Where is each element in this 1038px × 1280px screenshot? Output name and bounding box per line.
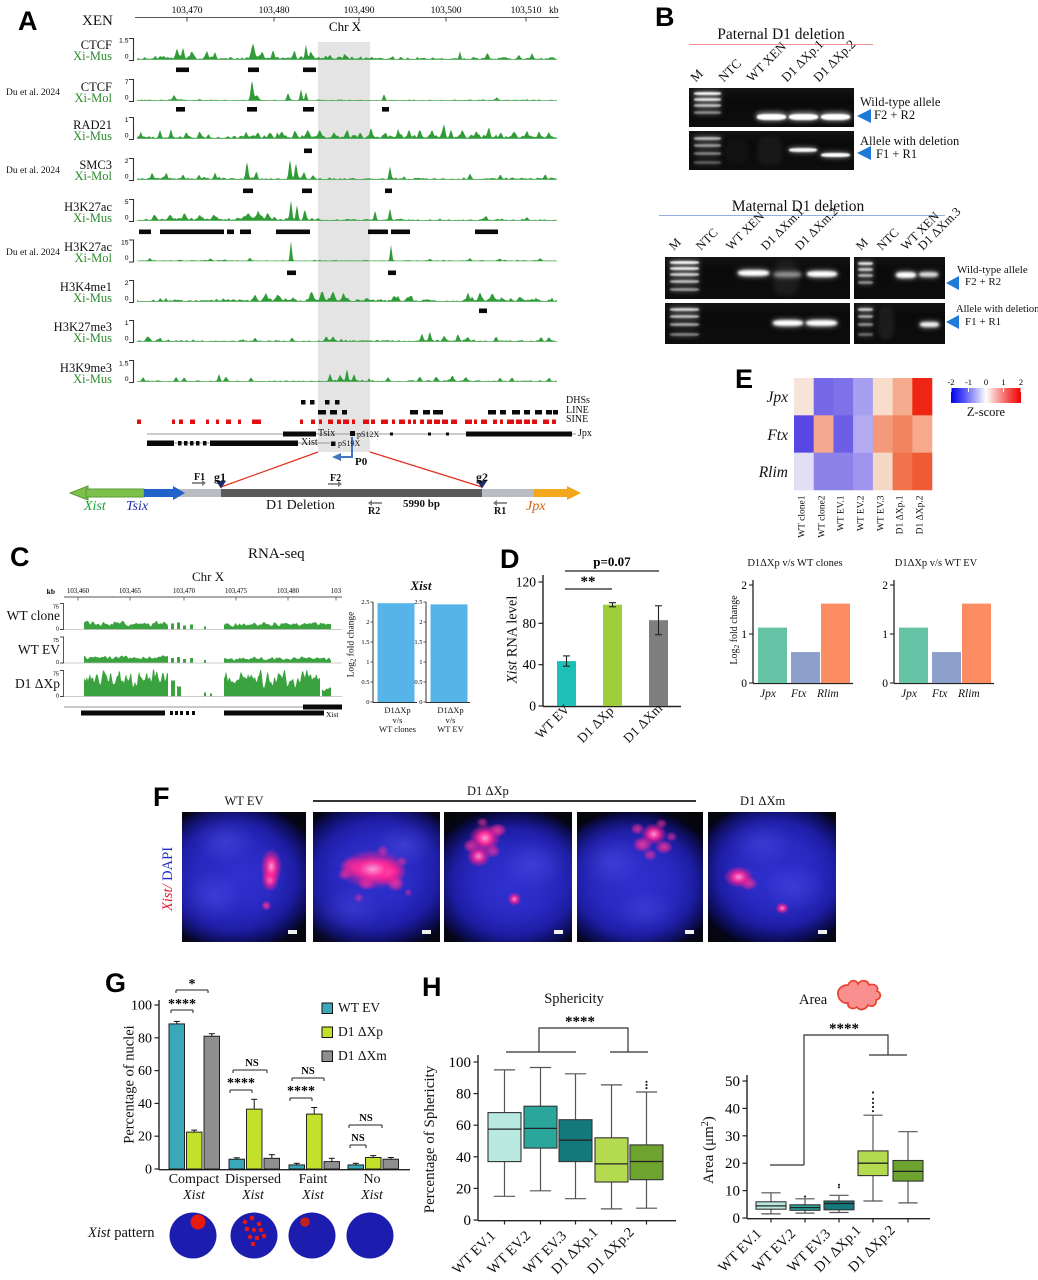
svg-text:2: 2	[741, 580, 747, 592]
svg-text:0: 0	[125, 95, 129, 102]
svg-text:0: 0	[125, 215, 129, 222]
svg-text:0: 0	[56, 694, 59, 700]
svg-text:103,470: 103,470	[173, 588, 196, 595]
svg-text:10: 10	[725, 1184, 740, 1200]
svg-text:75: 75	[53, 672, 59, 678]
svg-text:p=0.07: p=0.07	[593, 554, 631, 569]
svg-text:2: 2	[1019, 377, 1023, 387]
svg-text:103,480: 103,480	[259, 6, 290, 16]
svg-text:1: 1	[366, 659, 369, 666]
svg-text:0: 0	[464, 1213, 472, 1229]
svg-text:0: 0	[741, 678, 747, 690]
svg-text:30: 30	[725, 1129, 740, 1145]
svg-text:103,465: 103,465	[119, 588, 142, 595]
svg-text:40: 40	[138, 1097, 152, 1112]
svg-text:1: 1	[882, 629, 888, 641]
svg-text:103,510: 103,510	[511, 6, 542, 16]
svg-text:0: 0	[125, 336, 129, 343]
svg-text:**: **	[581, 574, 596, 590]
svg-text:103,480: 103,480	[277, 588, 300, 595]
svg-text:103: 103	[331, 588, 342, 595]
svg-text:75: 75	[53, 605, 59, 611]
svg-text:80: 80	[138, 1031, 152, 1046]
svg-text:0: 0	[419, 699, 422, 706]
svg-text:103,500: 103,500	[431, 6, 462, 16]
svg-text:5: 5	[125, 199, 129, 206]
svg-text:1.5: 1.5	[414, 639, 422, 646]
svg-text:1.5: 1.5	[119, 361, 129, 368]
svg-text:2: 2	[882, 580, 888, 592]
svg-text:0: 0	[882, 678, 888, 690]
svg-text:40: 40	[456, 1150, 471, 1166]
svg-text:60: 60	[456, 1118, 471, 1134]
svg-text:0: 0	[529, 699, 536, 714]
svg-text:0: 0	[125, 54, 129, 61]
svg-text:2: 2	[125, 280, 129, 287]
svg-text:0: 0	[733, 1211, 741, 1227]
svg-text:0.5: 0.5	[414, 679, 422, 686]
svg-text:-2: -2	[947, 377, 954, 387]
svg-text:15: 15	[121, 240, 129, 247]
svg-text:****: ****	[227, 1076, 255, 1091]
svg-text:2: 2	[366, 619, 369, 626]
svg-text:40: 40	[523, 657, 537, 672]
svg-text:2.5: 2.5	[361, 599, 369, 606]
svg-text:Xist: Xist	[326, 710, 339, 719]
svg-text:0: 0	[125, 376, 129, 383]
svg-text:2: 2	[125, 158, 129, 165]
svg-text:7: 7	[125, 79, 129, 86]
svg-text:50: 50	[725, 1074, 740, 1090]
svg-text:0.5: 0.5	[361, 679, 369, 686]
svg-text:kb: kb	[47, 587, 55, 596]
svg-text:80: 80	[523, 616, 537, 631]
svg-text:2: 2	[419, 619, 422, 626]
svg-text:0: 0	[125, 255, 129, 262]
svg-text:60: 60	[138, 1064, 152, 1079]
svg-text:103,460: 103,460	[67, 588, 90, 595]
svg-text:20: 20	[456, 1181, 471, 1197]
svg-text:103,475: 103,475	[225, 588, 248, 595]
svg-text:kb: kb	[549, 6, 559, 16]
svg-text:2.5: 2.5	[414, 599, 422, 606]
svg-text:1: 1	[1001, 377, 1005, 387]
svg-text:1.5: 1.5	[119, 38, 129, 45]
svg-text:103,490: 103,490	[344, 6, 375, 16]
svg-text:120: 120	[516, 575, 537, 590]
svg-text:0: 0	[145, 1163, 152, 1178]
svg-text:40: 40	[725, 1101, 740, 1117]
svg-text:1: 1	[741, 629, 747, 641]
svg-text:1: 1	[125, 320, 129, 327]
svg-text:0: 0	[125, 133, 129, 140]
svg-text:0: 0	[56, 627, 59, 633]
svg-text:0: 0	[366, 699, 369, 706]
svg-text:****: ****	[287, 1084, 315, 1099]
svg-text:*: *	[189, 977, 196, 992]
svg-text:****: ****	[168, 997, 196, 1012]
svg-text:****: ****	[565, 1014, 595, 1030]
svg-text:****: ****	[829, 1021, 859, 1037]
svg-text:1.5: 1.5	[361, 639, 369, 646]
svg-text:0: 0	[56, 660, 59, 666]
svg-text:NS: NS	[301, 1066, 315, 1077]
svg-text:103,470: 103,470	[172, 6, 203, 16]
svg-text:0: 0	[125, 296, 129, 303]
svg-text:1: 1	[419, 659, 422, 666]
svg-text:80: 80	[456, 1087, 471, 1103]
svg-text:75: 75	[53, 638, 59, 644]
svg-text:NS: NS	[351, 1133, 365, 1144]
svg-text:1: 1	[125, 117, 129, 124]
svg-text:0: 0	[125, 174, 129, 181]
svg-text:20: 20	[725, 1156, 740, 1172]
svg-text:100: 100	[131, 999, 152, 1014]
svg-text:-1: -1	[965, 377, 972, 387]
svg-text:NS: NS	[245, 1058, 259, 1069]
svg-text:NS: NS	[359, 1113, 373, 1124]
svg-text:Chr X: Chr X	[329, 19, 362, 34]
svg-text:20: 20	[138, 1130, 152, 1145]
svg-text:0: 0	[984, 377, 988, 387]
svg-text:100: 100	[449, 1055, 472, 1071]
